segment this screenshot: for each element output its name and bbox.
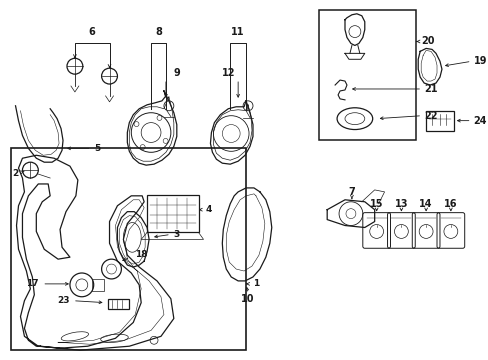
- Text: 5: 5: [95, 144, 101, 153]
- Text: 19: 19: [473, 56, 486, 66]
- Bar: [147, 195, 198, 233]
- Text: 23: 23: [57, 296, 70, 305]
- Text: 17: 17: [25, 279, 38, 288]
- Bar: [319, 10, 415, 140]
- Text: 22: 22: [423, 111, 437, 121]
- Bar: [11, 148, 245, 350]
- Text: 21: 21: [423, 84, 437, 94]
- Text: 9: 9: [173, 68, 180, 78]
- Text: 1: 1: [252, 279, 259, 288]
- Text: 2: 2: [12, 168, 19, 177]
- Bar: [92, 279, 103, 291]
- Bar: [107, 299, 129, 309]
- Text: 20: 20: [420, 36, 434, 46]
- Text: 16: 16: [443, 199, 457, 209]
- Text: 4: 4: [205, 205, 211, 214]
- Bar: [425, 111, 453, 131]
- Text: 6: 6: [88, 27, 95, 37]
- Text: 18: 18: [135, 250, 147, 259]
- Text: 12: 12: [221, 68, 235, 78]
- Text: 8: 8: [155, 27, 162, 37]
- Text: 7: 7: [348, 187, 355, 197]
- Text: 11: 11: [231, 27, 244, 37]
- Text: 10: 10: [241, 294, 254, 304]
- Text: 13: 13: [394, 199, 407, 209]
- Text: 14: 14: [419, 199, 432, 209]
- Text: 3: 3: [173, 230, 180, 239]
- Text: 15: 15: [369, 199, 383, 209]
- Text: 24: 24: [473, 116, 486, 126]
